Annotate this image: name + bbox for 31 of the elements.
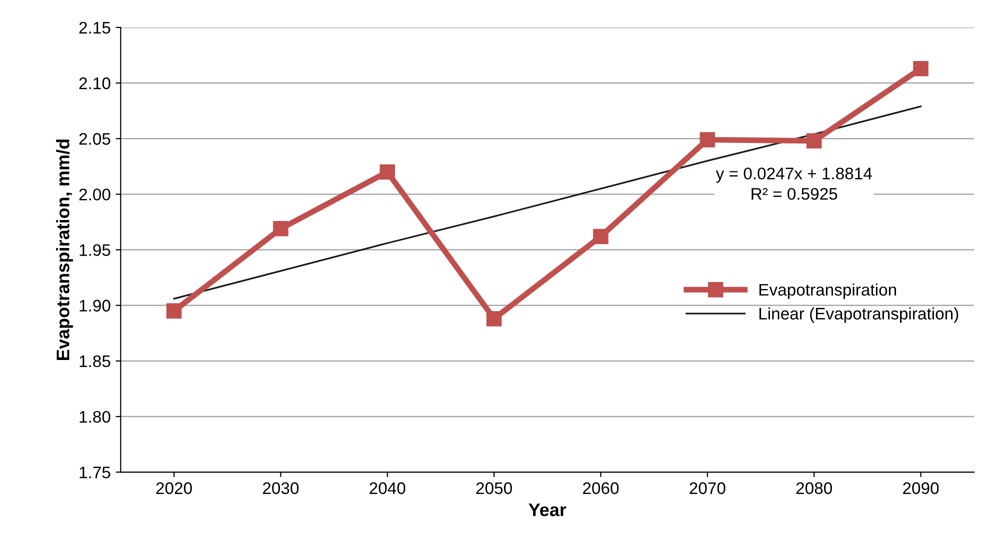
x-tick-label: 2040 [370,482,406,494]
point [806,133,822,148]
y-tick-label: 1.95 [80,244,110,256]
x-tick-label: 2060 [583,482,619,494]
x-tick-label: 2050 [476,482,512,494]
point [700,132,716,148]
y-tick-label: 2.15 [79,22,110,34]
point [380,164,396,180]
y-tick-label: 1.80 [80,410,110,423]
annotation: y = 0.0247x + 1.8814 R² = 0.5925 [716,168,872,200]
y-tick-label: 1.90 [80,300,110,312]
point [913,60,928,76]
y-tick-label: 1.85 [80,355,110,368]
point [593,228,608,244]
y-axis-title: Evapotranspiration, mm/d [56,140,73,360]
x-tick-label: 2070 [690,482,726,494]
x-tick-label: 2090 [903,482,939,494]
y-tick-label: 2.00 [79,188,110,200]
point [273,221,288,236]
x-tick-label: 2030 [262,482,299,494]
y-tick-label: 2.10 [79,77,110,90]
legend-label: Linear (Evapotranspiration) [759,307,958,323]
x-axis-title: Year [528,504,566,516]
x-tick-label: 2080 [796,482,832,494]
line-series [173,106,922,300]
y-tick-label: 1.75 [80,466,110,478]
x-tick-label: 2020 [156,482,192,494]
point [166,303,182,319]
legend-label: Evapotranspiration [759,283,896,299]
point [486,311,502,326]
y-tick-label: 2.05 [79,133,110,145]
